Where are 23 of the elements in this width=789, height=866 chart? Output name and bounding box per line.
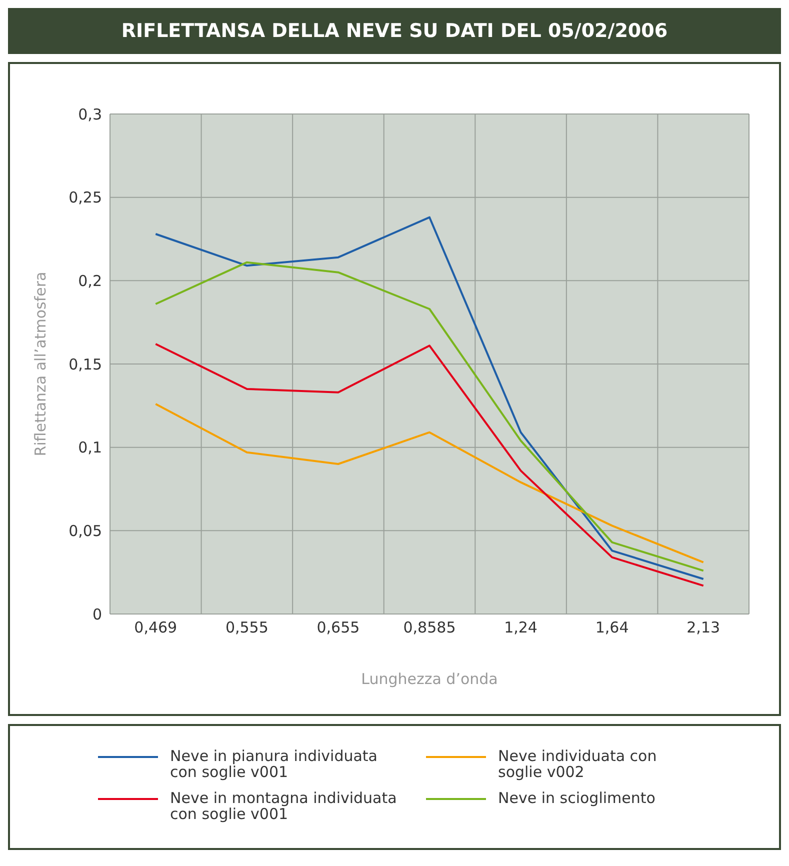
y-tick-label: 0,15: [68, 355, 102, 374]
line-series: [154, 343, 704, 587]
legend-label: Neve in scioglimento: [498, 789, 656, 807]
legend-label: Neve in pianura individuata con soglie v001: [170, 747, 378, 781]
y-tick-label: 0,1: [78, 438, 102, 457]
y-tick-label: 0,05: [68, 522, 102, 540]
x-tick-label: 0,469: [134, 618, 178, 637]
y-tick-label: 0,2: [78, 272, 102, 290]
line-series: [154, 403, 704, 564]
x-tick-label: 2,13: [686, 618, 720, 637]
x-tick-label: 0,8585: [403, 618, 456, 637]
x-axis-title: Lunghezza d’onda: [361, 670, 498, 688]
legend-label: Neve individuata con soglie v002: [498, 747, 658, 781]
chart-title: RIFLETTANSA DELLA NEVE SU DATI DEL 05/02/2006: [8, 8, 781, 54]
y-axis-title: Riflettanza all’atmosfera: [31, 272, 50, 456]
legend-label: Neve in montagna individuata con soglie v001: [170, 789, 398, 823]
y-tick-label: 0,3: [78, 105, 102, 124]
x-tick-label: 1,64: [595, 618, 629, 637]
y-tick-label: 0,25: [68, 188, 102, 207]
x-tick-label: 1,24: [504, 618, 538, 637]
y-tick-label: 0: [92, 605, 102, 624]
x-tick-label: 0,555: [225, 618, 268, 637]
x-tick-label: 0,655: [316, 618, 360, 637]
